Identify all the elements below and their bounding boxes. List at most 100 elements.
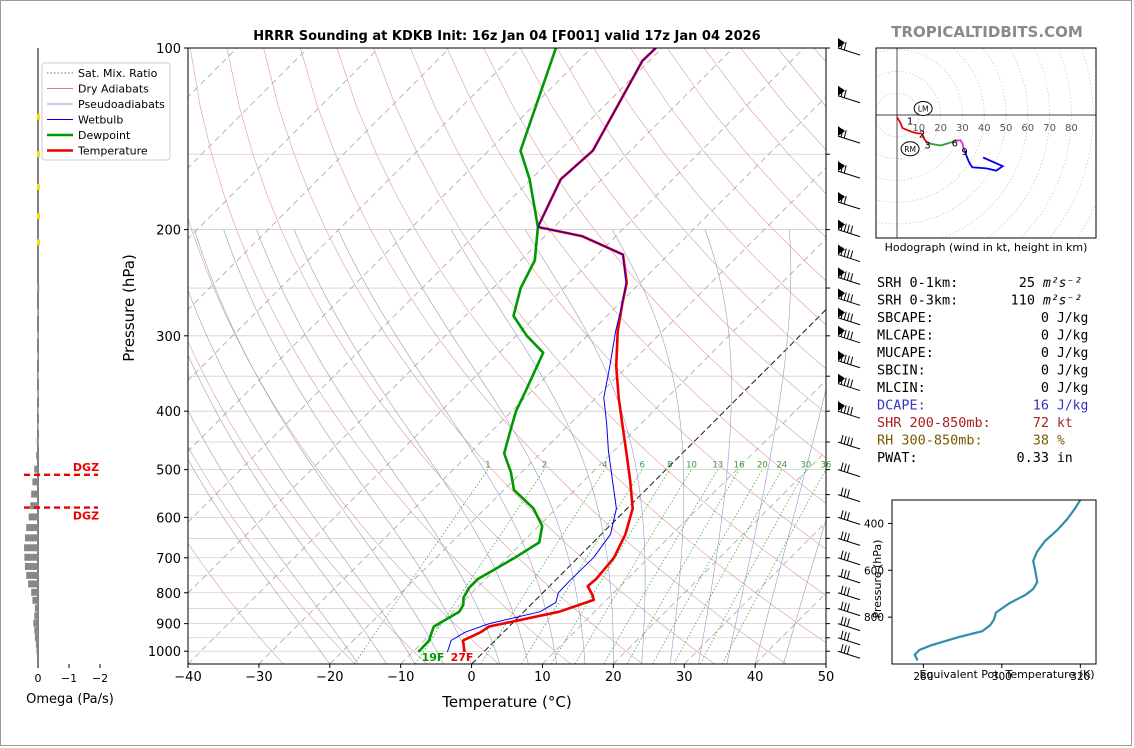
mixing-ratio-line — [550, 469, 670, 664]
wind-barb — [837, 325, 861, 344]
barb-staff — [837, 516, 861, 525]
hodograph-height-label: 2 — [919, 130, 925, 141]
dry-adiabat-line — [336, 48, 826, 643]
surface-dewpoint-label: 19F — [422, 651, 445, 664]
barb-pennant — [838, 307, 845, 318]
hodograph-ring-label: 70 — [1043, 123, 1056, 134]
omega-bar — [37, 407, 39, 415]
hodograph-trace — [927, 140, 956, 147]
barb-staff — [837, 575, 861, 584]
pseudoadiabat-line — [256, 229, 501, 664]
mixing-ratio-line — [521, 469, 643, 664]
isotherm-line — [188, 48, 805, 664]
index-value: 0 — [1041, 328, 1049, 344]
barb-feather — [846, 489, 850, 498]
hodograph-ring-label: 20 — [934, 123, 947, 134]
barb-feather — [846, 618, 850, 627]
barb-staff — [837, 441, 861, 450]
barb-feather — [850, 273, 854, 282]
barb-feather — [846, 436, 850, 446]
omega-bar — [28, 513, 38, 521]
omega-bar — [26, 571, 38, 579]
barb-feather — [846, 632, 850, 641]
pseudoadiabat-line — [223, 229, 472, 664]
dry-adiabat-line — [410, 48, 826, 550]
skewt-ylabel: Pressure (hPa) — [120, 254, 138, 362]
index-unit: J/kg — [1057, 311, 1088, 326]
barb-feather — [850, 294, 854, 303]
barb-feather — [846, 512, 850, 521]
hodograph-height-label: 9 — [961, 147, 967, 158]
index-row: SBCAPE: 0 J/kg — [877, 310, 1088, 326]
wind-barb — [837, 462, 861, 478]
index-label: PWAT: — [877, 450, 918, 466]
wind-barb — [837, 487, 861, 503]
hodograph-ring-label: 10 — [912, 123, 925, 134]
index-row: RH 300-850mb: 38% — [877, 433, 1065, 449]
dry-adiabat-line — [593, 48, 826, 326]
index-unit: J/kg — [1057, 364, 1088, 379]
barb-feather — [850, 225, 854, 234]
hodograph-panel: 10 20 30 40 50 60 70 80 123 69 LM RM Hodograph (wi… — [875, 47, 1097, 254]
index-row: SRH 0-3km: 110 m²s⁻² — [877, 293, 1082, 309]
barb-feather — [840, 550, 844, 559]
legend-label: Dewpoint — [78, 129, 131, 142]
barb-pennant — [838, 191, 845, 202]
index-value: 25 — [1019, 275, 1035, 291]
isotherm-line — [188, 48, 450, 311]
wind-barb — [837, 126, 861, 144]
omega-xlabel: Omega (Pa/s) — [26, 692, 114, 707]
barb-staff — [837, 494, 861, 503]
barb-pennant — [838, 267, 845, 278]
dry-adiabat-line — [446, 48, 826, 504]
omega-bar — [37, 284, 40, 292]
barb-feather — [846, 533, 850, 542]
barb-staff — [837, 276, 861, 285]
barb-feather — [846, 249, 850, 258]
barb-feather — [843, 532, 847, 541]
barb-feather — [840, 328, 844, 337]
omega-bar — [37, 331, 39, 339]
omega-bar — [24, 534, 38, 542]
theta-e-line — [913, 500, 1082, 661]
barb-feather — [840, 40, 844, 50]
barb-feather — [843, 165, 847, 174]
barb-feather — [843, 329, 847, 338]
pseudoadiabat-line — [188, 289, 416, 664]
theta-e-xtick-label: 300 — [992, 671, 1012, 683]
barb-feather — [850, 331, 854, 340]
omega-xtick-label: −2 — [92, 672, 108, 685]
storm-motion-label: RM — [904, 145, 916, 154]
barb-feather — [846, 552, 850, 561]
barb-feather — [840, 531, 844, 540]
pseudoadiabat-line — [194, 229, 444, 664]
barb-feather — [843, 223, 847, 232]
omega-bar — [30, 502, 38, 510]
wetbulb-line — [446, 48, 657, 653]
skewt-ytick-label: 1000 — [148, 645, 181, 660]
isotherm-line — [188, 48, 379, 240]
barb-staff — [837, 608, 861, 617]
mixing-ratio-line — [414, 469, 545, 664]
dry-adiabat-line — [188, 340, 428, 664]
hodograph-trace — [921, 133, 929, 144]
barb-staff — [837, 537, 861, 546]
mixing-ratio-line — [652, 469, 763, 664]
dry-adiabat-line — [483, 48, 826, 459]
omega-bar — [34, 465, 38, 473]
index-row: SRH 0-1km: 25 m²s⁻² — [877, 275, 1082, 291]
barb-feather — [840, 129, 844, 138]
watermark: TROPICALTIDBITS.COM — [891, 23, 1083, 41]
skewt-xtick-label: −10 — [387, 670, 414, 685]
index-row: DCAPE: 16 J/kg — [877, 398, 1088, 414]
omega-bar — [31, 490, 38, 498]
skewt-ytick-label: 900 — [156, 618, 181, 633]
barb-feather — [840, 487, 844, 496]
barb-staff — [837, 229, 861, 238]
skewt-xtick-label: 20 — [605, 670, 622, 685]
pseudoadiabat-line — [698, 229, 732, 664]
isotherm-line — [258, 96, 826, 664]
omega-bar — [28, 580, 38, 588]
wind-barb — [837, 630, 861, 646]
skewt-xtick-label: 0 — [467, 670, 475, 685]
